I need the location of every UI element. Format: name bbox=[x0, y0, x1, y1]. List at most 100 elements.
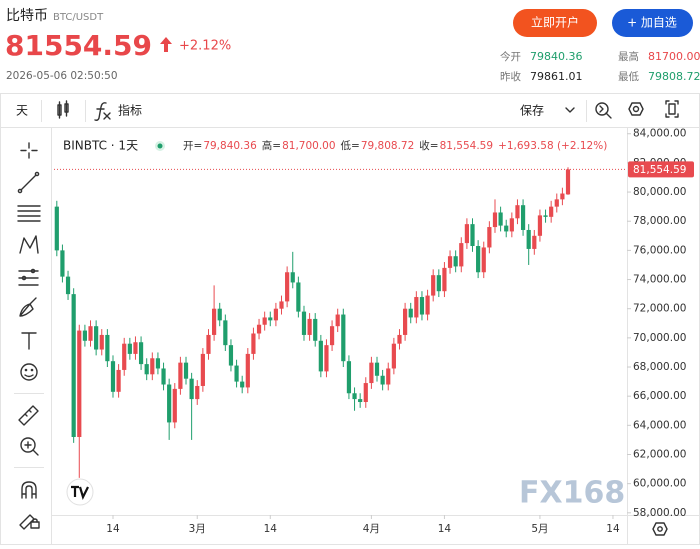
open-account-button[interactable] bbox=[513, 9, 597, 37]
candle-body bbox=[346, 361, 352, 394]
stat-label: 今开 bbox=[500, 50, 521, 63]
interval-button[interactable]: 天 bbox=[16, 104, 28, 118]
candle-body bbox=[374, 362, 380, 376]
lock-tool[interactable] bbox=[19, 514, 40, 530]
candle-body bbox=[476, 246, 481, 273]
candle-body bbox=[178, 362, 183, 389]
indicators-button[interactable]: 指标 bbox=[118, 103, 142, 118]
y-tick-label: 66,000.00 bbox=[633, 390, 686, 402]
x-tick-label: 5月 bbox=[531, 523, 548, 535]
x-tick-label: 14 bbox=[438, 523, 452, 535]
candle-body bbox=[200, 353, 205, 386]
settings-button[interactable] bbox=[628, 102, 644, 116]
price-tag bbox=[628, 161, 694, 178]
crosshair-tool[interactable] bbox=[20, 142, 38, 159]
candle-body bbox=[228, 345, 234, 366]
candle-body bbox=[245, 353, 250, 388]
candle-body bbox=[234, 365, 239, 382]
tv-logo bbox=[66, 478, 94, 506]
candle-body bbox=[419, 297, 425, 315]
candle-body bbox=[54, 206, 59, 251]
candle-body bbox=[397, 334, 402, 344]
candle-body bbox=[318, 340, 323, 372]
candle-body bbox=[329, 326, 335, 346]
candle-body bbox=[290, 272, 295, 283]
candle-body bbox=[526, 229, 531, 249]
candle-body bbox=[403, 308, 408, 335]
y-tick-label: 62,000.00 bbox=[633, 448, 686, 460]
candle-body bbox=[268, 317, 273, 321]
coin-pair: BTC/USDT bbox=[53, 12, 104, 23]
candle-body bbox=[498, 212, 503, 226]
y-tick-label: 80,000.00 bbox=[633, 186, 686, 198]
prediction-tool[interactable] bbox=[18, 268, 39, 286]
zoom-tool[interactable] bbox=[20, 437, 39, 456]
candle-body bbox=[301, 311, 307, 335]
candle-body bbox=[408, 308, 413, 318]
candle-body bbox=[431, 275, 436, 296]
candle-body bbox=[520, 205, 526, 230]
chart-type-button[interactable] bbox=[57, 100, 69, 119]
candle-body bbox=[307, 318, 312, 335]
y-tick-label: 64,000.00 bbox=[633, 419, 686, 431]
add-watchlist-button[interactable] bbox=[612, 9, 693, 37]
fullscreen-button[interactable] bbox=[665, 100, 679, 118]
candle-body bbox=[560, 193, 565, 200]
candle-body bbox=[341, 314, 346, 362]
y-tick-label: 70,000.00 bbox=[633, 332, 686, 344]
candle-body bbox=[532, 235, 537, 249]
add-watchlist-label[interactable]: + 加自选 bbox=[627, 16, 677, 30]
ohlc-value: 79,808.72 bbox=[361, 140, 414, 152]
candle-body bbox=[217, 308, 222, 321]
fib-tool[interactable] bbox=[17, 205, 41, 222]
candle-body bbox=[492, 212, 498, 228]
candle-body bbox=[206, 334, 211, 354]
text-tool[interactable] bbox=[21, 332, 37, 350]
candle-body bbox=[99, 334, 104, 350]
x-tick-label: 14 bbox=[264, 523, 278, 535]
axis-settings-button[interactable] bbox=[652, 522, 668, 536]
candle-body bbox=[240, 381, 245, 388]
quick-search-button[interactable] bbox=[595, 102, 612, 119]
candle-body bbox=[414, 297, 419, 318]
y-tick-label: 68,000.00 bbox=[633, 361, 686, 373]
ohlc-value: 81,700.00 bbox=[282, 140, 335, 152]
stat-value: 79808.72 bbox=[648, 70, 700, 83]
candle-body bbox=[509, 218, 514, 232]
pattern-tool[interactable] bbox=[19, 235, 39, 254]
candle-body bbox=[150, 358, 155, 375]
icon-tool[interactable] bbox=[20, 363, 38, 381]
candle-body bbox=[470, 224, 475, 247]
save-menu-arrow[interactable] bbox=[565, 107, 575, 113]
candle-body bbox=[82, 330, 87, 341]
candle-body bbox=[256, 324, 262, 334]
measure-tool[interactable] bbox=[18, 405, 39, 426]
candle-body bbox=[155, 358, 161, 369]
x-tick-label: 4月 bbox=[363, 523, 380, 535]
price-tag-label: 81,554.59 bbox=[633, 164, 686, 176]
open-account-label[interactable]: 立即开户 bbox=[531, 15, 579, 30]
magnet-tool[interactable] bbox=[21, 481, 37, 499]
trend-line-tool[interactable] bbox=[17, 171, 40, 194]
candle-body bbox=[543, 215, 548, 217]
ohlc-key: 高= bbox=[262, 139, 281, 152]
candle-body bbox=[223, 320, 228, 346]
candle-body bbox=[110, 361, 116, 392]
candle-body bbox=[251, 333, 256, 354]
candle-body bbox=[352, 393, 357, 400]
brush-tool[interactable] bbox=[19, 297, 37, 317]
candle-body bbox=[144, 364, 149, 375]
stat-label: 最低 bbox=[618, 70, 639, 83]
x-tick-label: 3月 bbox=[189, 523, 206, 535]
candle-body bbox=[515, 205, 520, 219]
coin-name: 比特币 bbox=[6, 8, 48, 24]
status-dot bbox=[157, 143, 163, 149]
save-button[interactable]: 保存 bbox=[520, 104, 544, 118]
indicators-icon[interactable] bbox=[94, 102, 111, 121]
candle-body bbox=[481, 247, 486, 273]
candle-body bbox=[161, 368, 166, 385]
candle-body bbox=[127, 343, 132, 354]
x-tick-label: 14 bbox=[606, 523, 620, 535]
